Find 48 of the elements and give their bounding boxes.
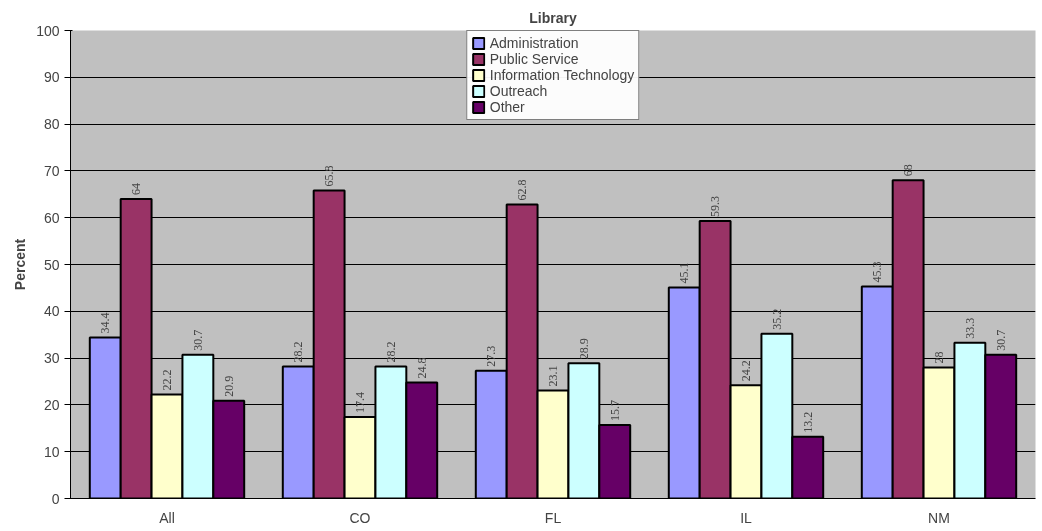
data-label: 30.7	[190, 329, 205, 351]
y-tick-label: 50	[43, 256, 60, 273]
data-label: 28.2	[383, 341, 398, 363]
data-label: 68	[901, 164, 916, 177]
x-tick-label: NM	[928, 509, 950, 526]
legend-label: Information Technology	[489, 67, 635, 83]
y-tick-label: 0	[51, 490, 60, 507]
x-tick-label: FL	[544, 509, 562, 526]
data-label: 64	[129, 182, 144, 195]
data-label: 27.3	[484, 345, 499, 367]
chart-title: Library	[529, 9, 577, 26]
y-tick-label: 100	[36, 22, 60, 39]
y-tick-label: 30	[43, 350, 60, 367]
y-tick-label: 70	[43, 162, 60, 179]
data-label: 45.3	[870, 261, 885, 283]
legend-label: Outreach	[489, 83, 548, 99]
data-label: 33.3	[962, 317, 977, 339]
data-label: 34.4	[98, 312, 113, 334]
y-axis-title: Percent	[12, 238, 29, 291]
data-label: 65.8	[322, 165, 337, 187]
x-tick-label: IL	[740, 509, 753, 526]
legend-label: Administration	[489, 35, 579, 51]
data-label: 23.1	[546, 365, 560, 387]
data-label: 24.2	[739, 360, 753, 382]
data-label: 20.9	[221, 375, 236, 397]
data-label: 30.7	[993, 329, 1008, 351]
data-label: 28	[932, 351, 946, 364]
data-label: 35.2	[769, 308, 784, 330]
data-label: 17.4	[353, 392, 367, 414]
y-tick-label: 60	[43, 209, 60, 226]
x-tick-label: CO	[349, 509, 371, 526]
y-tick-label: 20	[43, 396, 60, 413]
data-label: 24.8	[414, 357, 429, 379]
legend-label: Public Service	[489, 51, 579, 67]
data-label: 28.9	[576, 338, 591, 360]
legend-label: Other	[489, 99, 525, 115]
data-label: 59.3	[708, 195, 723, 217]
data-label: 22.2	[160, 369, 174, 391]
y-tick-label: 90	[43, 69, 60, 86]
data-label: 15.7	[607, 400, 622, 422]
y-tick-label: 80	[43, 116, 60, 133]
data-label: 28.2	[291, 341, 306, 363]
data-label: 13.2	[800, 411, 815, 433]
data-label: 45.1	[677, 262, 692, 284]
x-tick-label: All	[159, 509, 175, 526]
y-tick-label: 40	[43, 303, 60, 320]
data-label: 62.8	[515, 179, 530, 201]
y-tick-label: 10	[43, 443, 60, 460]
